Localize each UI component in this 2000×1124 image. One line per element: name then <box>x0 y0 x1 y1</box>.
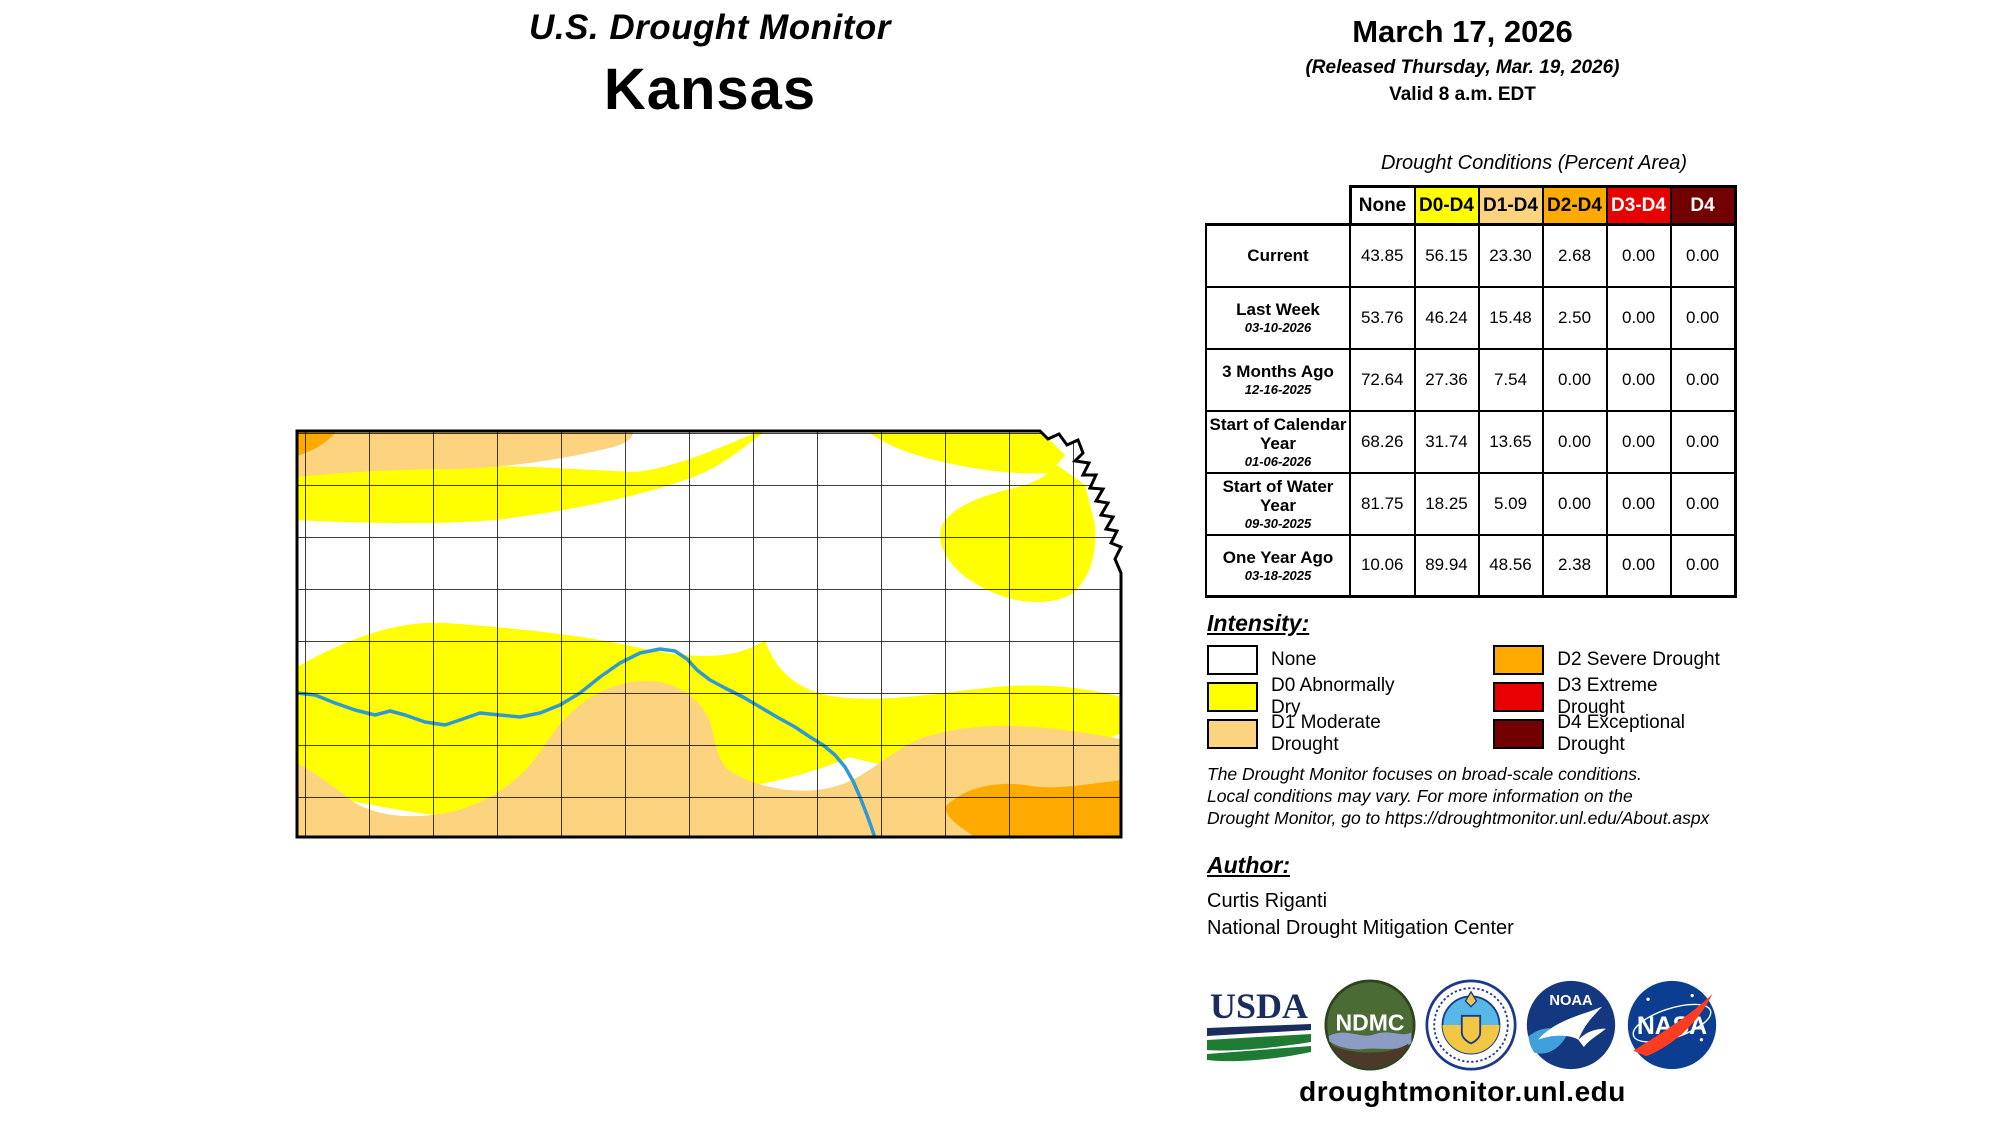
cell-value: 15.48 <box>1477 285 1544 350</box>
cell-value: 10.06 <box>1349 533 1416 598</box>
col-header-d0-d4: D0-D4 <box>1413 185 1480 226</box>
cell-value: 7.54 <box>1477 347 1544 412</box>
cell-value: 0.00 <box>1669 347 1737 412</box>
legend-item-d4: D4 Exceptional Drought <box>1493 712 1722 755</box>
intensity-heading: Intensity: <box>1207 610 1310 636</box>
map-date: March 17, 2026 <box>1352 14 1573 49</box>
state-title: Kansas <box>603 57 817 122</box>
cell-value: 56.15 <box>1413 223 1480 288</box>
author-heading: Author: <box>1207 852 1291 878</box>
cell-value: 27.36 <box>1413 347 1480 412</box>
noaa-logo: NOAA <box>1527 980 1616 1070</box>
table-corner-cell <box>1206 186 1350 225</box>
cell-value: 0.00 <box>1669 223 1737 288</box>
svg-text:NDMC: NDMC <box>1335 1010 1404 1036</box>
cell-value: 0.00 <box>1669 533 1737 598</box>
cell-value: 0.00 <box>1669 285 1737 350</box>
disclaimer-text: The Drought Monitor focuses on broad-sca… <box>1207 764 1710 828</box>
cell-value: 0.00 <box>1605 223 1672 288</box>
row-label-start-calendar-year: Start of Calendar Year 01-06-2026 <box>1205 409 1351 474</box>
cell-value: 18.25 <box>1413 471 1480 536</box>
released-date: (Released Thursday, Mar. 19, 2026) <box>1305 57 1620 78</box>
row-label-3-months-ago: 3 Months Ago 12-16-2025 <box>1205 347 1351 412</box>
cell-value: 81.75 <box>1349 471 1416 536</box>
d2-swatch <box>1493 645 1545 675</box>
svg-text:NOAA: NOAA <box>1550 993 1594 1009</box>
cell-value: 68.26 <box>1349 409 1416 474</box>
cell-value: 0.00 <box>1541 347 1608 412</box>
commerce-seal-logo <box>1424 979 1517 1071</box>
drought-conditions-table: None D0-D4 D1-D4 D2-D4 D3-D4 D4 Current … <box>1205 185 1737 598</box>
cell-value: 2.68 <box>1541 223 1608 288</box>
table-row: 3 Months Ago 12-16-2025 72.64 27.36 7.54… <box>1205 347 1737 412</box>
legend-item-d1: D1 Moderate Drought <box>1207 712 1420 755</box>
legend-item-d3: D3 Extreme Drought <box>1493 675 1722 718</box>
cell-value: 0.00 <box>1605 533 1672 598</box>
author-org: National Drought Mitigation Center <box>1207 917 1514 939</box>
col-header-d4: D4 <box>1669 185 1737 226</box>
cell-value: 53.76 <box>1349 285 1416 350</box>
table-row: Start of Calendar Year 01-06-2026 68.26 … <box>1205 409 1737 474</box>
col-header-none: None <box>1348 185 1416 226</box>
cell-value: 5.09 <box>1477 471 1544 536</box>
d1-swatch <box>1207 719 1258 749</box>
intensity-legend: None D0 Abnormally Dry D1 Moderate Droug… <box>1207 645 1722 755</box>
row-label-start-water-year: Start of Water Year 09-30-2025 <box>1205 471 1351 536</box>
author-block: Curtis Riganti National Drought Mitigati… <box>1207 888 1514 942</box>
cell-value: 0.00 <box>1605 347 1672 412</box>
legend-item-d0: D0 Abnormally Dry <box>1207 675 1420 718</box>
table-row: Start of Water Year 09-30-2025 81.75 18.… <box>1205 471 1737 536</box>
cell-value: 0.00 <box>1605 471 1672 536</box>
col-header-d3-d4: D3-D4 <box>1605 185 1672 226</box>
table-row: Current 43.85 56.15 23.30 2.68 0.00 0.00 <box>1205 223 1737 288</box>
state-outline <box>295 429 1124 839</box>
cell-value: 31.74 <box>1413 409 1480 474</box>
table-title: Drought Conditions (Percent Area) <box>1380 152 1688 174</box>
kansas-drought-map <box>295 425 1125 840</box>
county-grid <box>297 431 1121 837</box>
cell-value: 43.85 <box>1349 223 1416 288</box>
col-header-d1-d4: D1-D4 <box>1477 185 1544 226</box>
nasa-logo: NASA <box>1627 980 1717 1070</box>
cell-value: 2.50 <box>1541 285 1608 350</box>
author-name: Curtis Riganti <box>1207 890 1328 912</box>
legend-item-d2: D2 Severe Drought <box>1493 645 1722 675</box>
usda-logo: USDA <box>1207 986 1311 1062</box>
cell-value: 13.65 <box>1477 409 1544 474</box>
cell-value: 0.00 <box>1605 285 1672 350</box>
cell-value: 0.00 <box>1669 471 1737 536</box>
none-swatch <box>1207 645 1258 675</box>
row-label-last-week: Last Week 03-10-2026 <box>1205 285 1351 350</box>
kansas-map-svg <box>295 429 1124 839</box>
cell-value: 89.94 <box>1413 533 1480 598</box>
d4-swatch <box>1493 719 1545 749</box>
cell-value: 0.00 <box>1541 409 1608 474</box>
report-title: U.S. Drought Monitor Kansas <box>295 8 1125 123</box>
d3-swatch <box>1493 682 1545 712</box>
cell-value: 0.00 <box>1669 409 1737 474</box>
row-label-one-year-ago: One Year Ago 03-18-2025 <box>1205 533 1351 598</box>
svg-text:USDA: USDA <box>1210 986 1308 1026</box>
ndmc-logo: NDMC <box>1324 979 1416 1071</box>
d0-swatch <box>1207 682 1258 712</box>
agency-logos: USDA NDMC NOAA <box>1203 975 1718 1075</box>
drought-monitor-url[interactable]: droughtmonitor.unl.edu <box>1299 1076 1626 1107</box>
table-header-row: None D0-D4 D1-D4 D2-D4 D3-D4 D4 <box>1206 185 1737 226</box>
cell-value: 0.00 <box>1541 471 1608 536</box>
legend-item-none: None <box>1207 645 1420 675</box>
table-row: Last Week 03-10-2026 53.76 46.24 15.48 2… <box>1205 285 1737 350</box>
cell-value: 23.30 <box>1477 223 1544 288</box>
cell-value: 48.56 <box>1477 533 1544 598</box>
cell-value: 0.00 <box>1605 409 1672 474</box>
valid-time: Valid 8 a.m. EDT <box>1389 84 1536 105</box>
table-row: One Year Ago 03-18-2025 10.06 89.94 48.5… <box>1205 533 1737 598</box>
date-block: March 17, 2026 (Released Thursday, Mar. … <box>1205 14 1720 106</box>
col-header-d2-d4: D2-D4 <box>1541 185 1608 226</box>
cell-value: 46.24 <box>1413 285 1480 350</box>
report-title-line1: U.S. Drought Monitor <box>529 8 891 47</box>
cell-value: 72.64 <box>1349 347 1416 412</box>
cell-value: 2.38 <box>1541 533 1608 598</box>
row-label-current: Current <box>1205 223 1351 288</box>
